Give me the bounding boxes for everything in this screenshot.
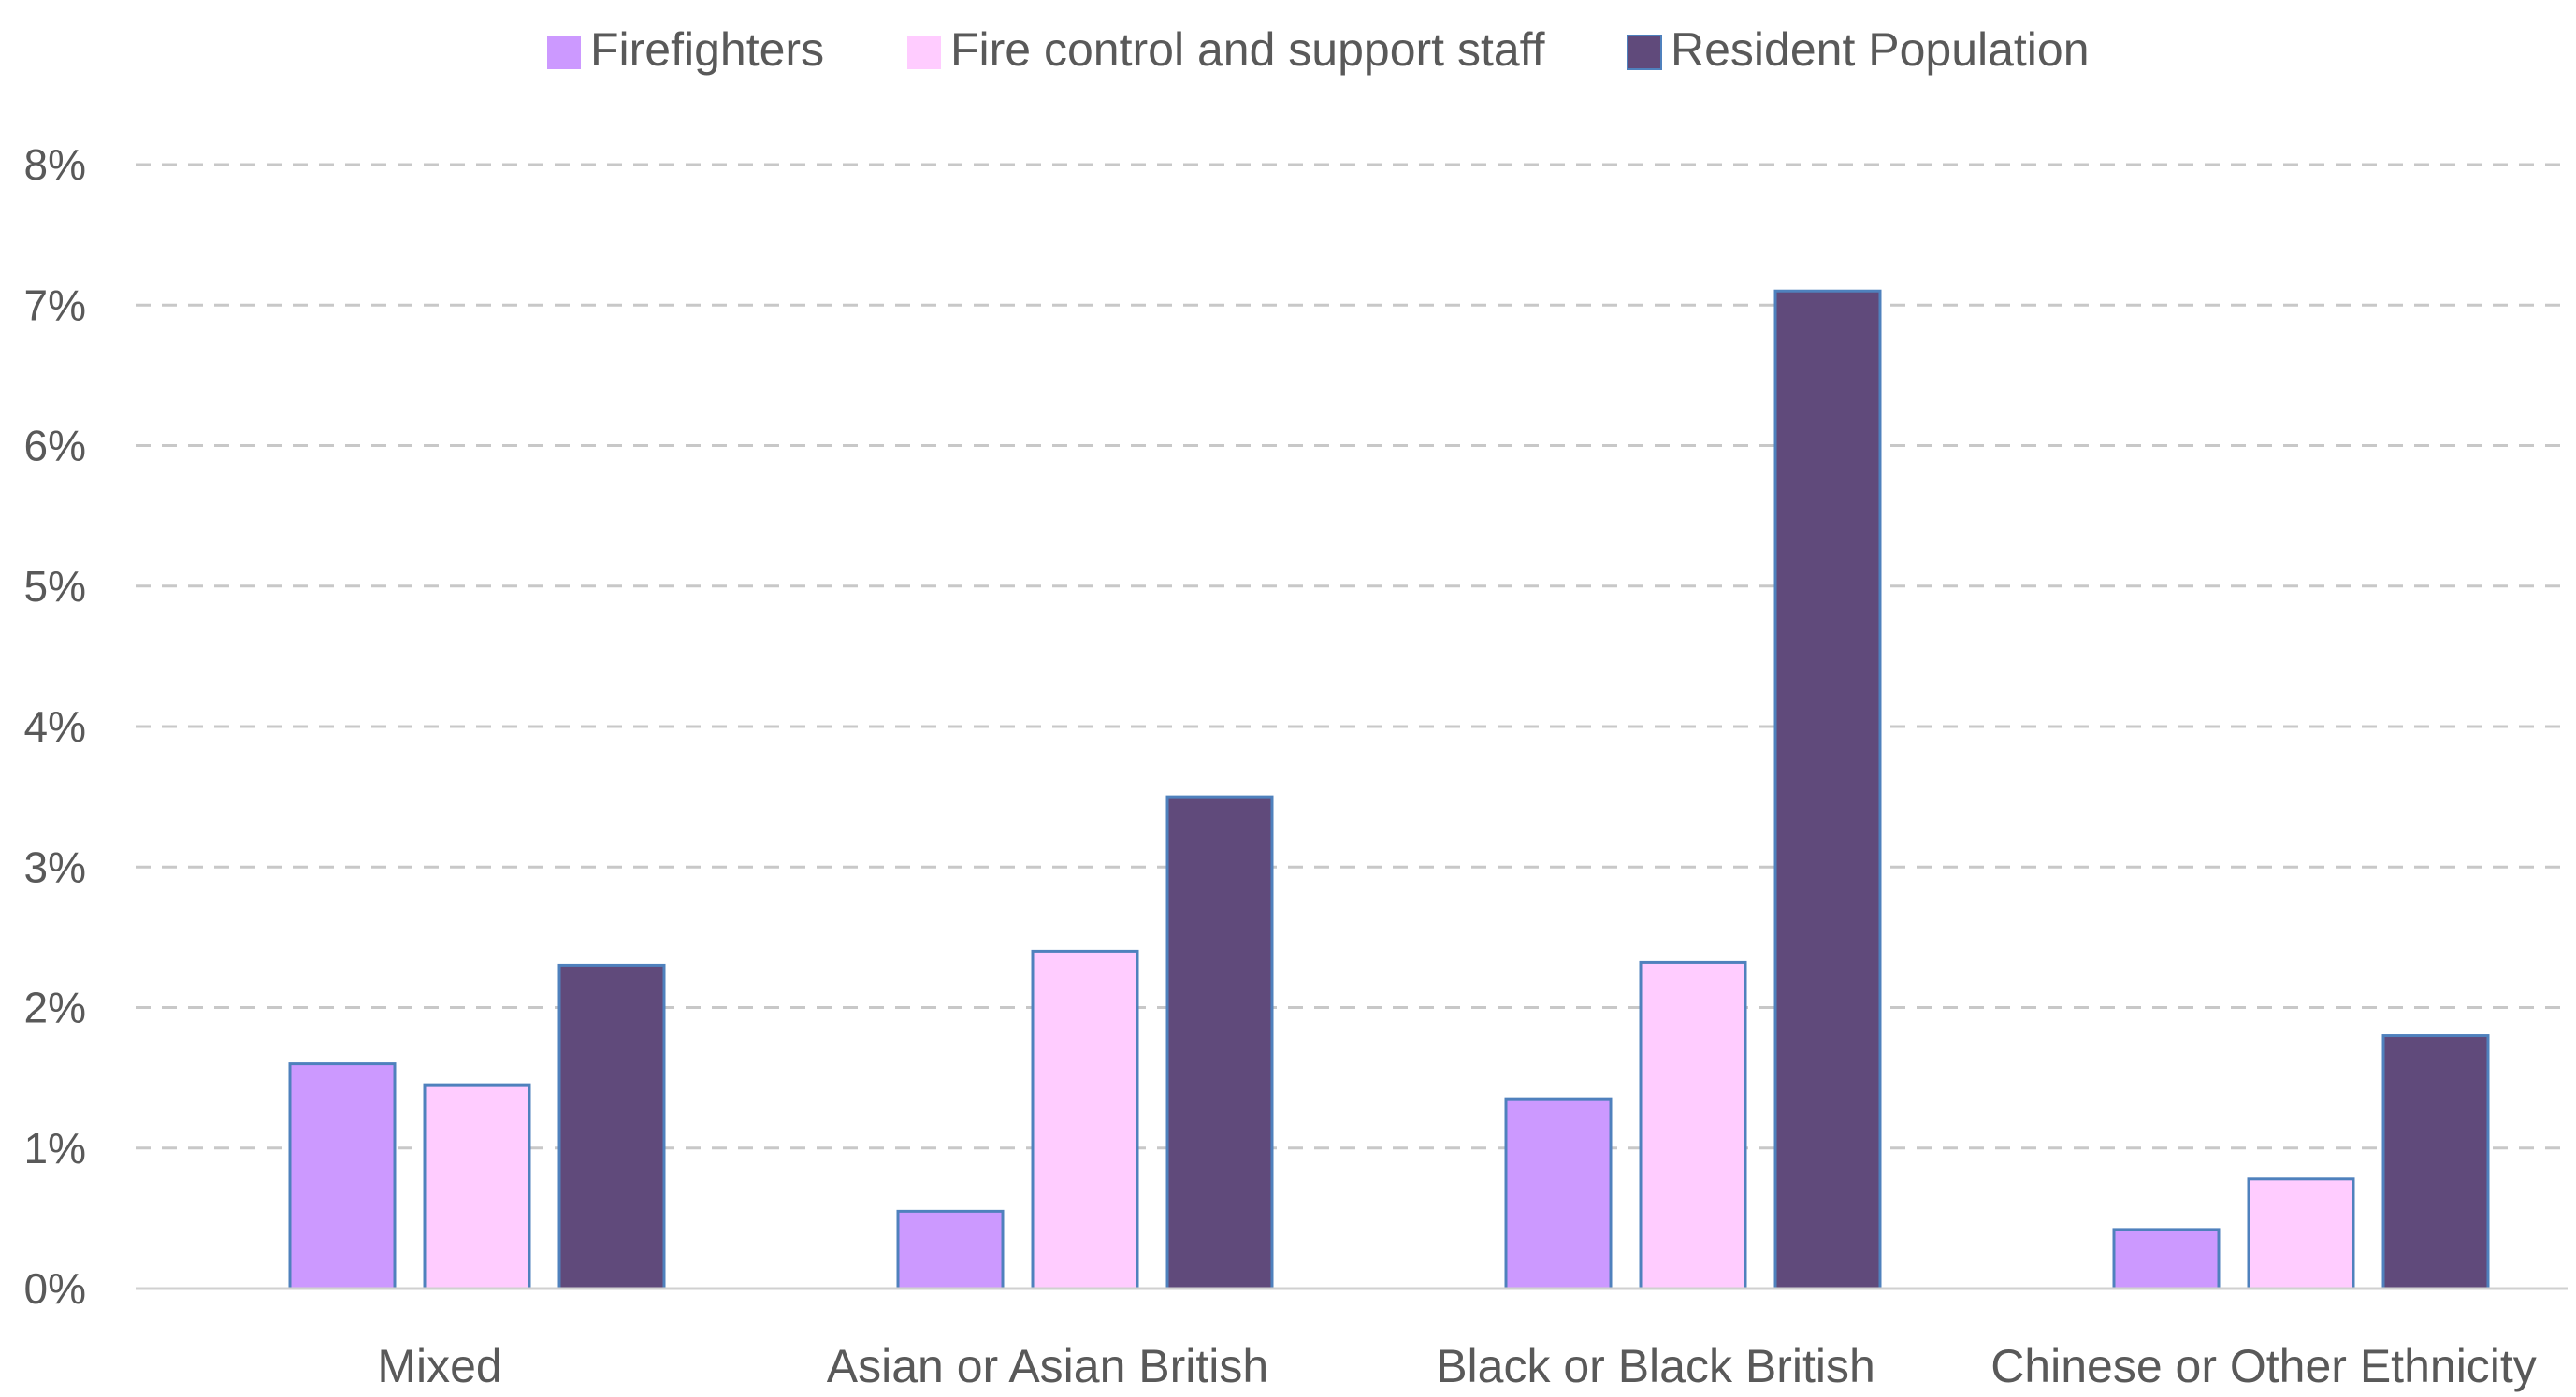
- y-tick-label: 1%: [24, 1124, 86, 1173]
- bar: [1165, 795, 1274, 1290]
- y-tick-label: 8%: [24, 140, 86, 189]
- legend-label: Fire control and support staff: [950, 23, 1545, 76]
- y-tick-label: 2%: [24, 984, 86, 1032]
- bar: [896, 1209, 1005, 1290]
- y-tick-label: 4%: [24, 702, 86, 751]
- x-category-label: Mixed: [377, 1340, 501, 1392]
- y-tick-label: 6%: [24, 422, 86, 470]
- legend-swatch: [907, 36, 941, 69]
- bar: [557, 963, 666, 1290]
- bars: [288, 289, 2490, 1290]
- legend-swatch: [1627, 35, 1662, 70]
- y-tick-label: 5%: [24, 562, 86, 611]
- bar: [288, 1062, 397, 1290]
- y-tick-label: 7%: [24, 281, 86, 329]
- x-category-label: Asian or Asian British: [827, 1340, 1268, 1392]
- y-axis-ticks: 0% 1% 2% 3% 4% 5% 6% 7% 8%: [24, 140, 86, 1313]
- bar: [1639, 960, 1747, 1290]
- x-category-label: Black or Black British: [1436, 1340, 1875, 1392]
- bar: [2112, 1228, 2221, 1290]
- y-tick-label: 0%: [24, 1264, 86, 1313]
- bar: [2247, 1177, 2355, 1290]
- bar: [2381, 1034, 2490, 1290]
- gridlines: [136, 163, 2568, 1150]
- bar: [1773, 289, 1882, 1290]
- bar: [1031, 949, 1139, 1290]
- legend: Firefighters Fire control and support sta…: [547, 23, 2090, 76]
- x-category-label: Chinese or Other Ethnicity: [1990, 1340, 2537, 1392]
- legend-swatch: [547, 36, 581, 69]
- legend-label: Resident Population: [1671, 23, 2090, 76]
- legend-label: Firefighters: [590, 23, 824, 76]
- bar: [423, 1083, 531, 1290]
- category-labels: Mixed Asian or Asian British Black or Blac…: [377, 1340, 2536, 1392]
- bar: [1504, 1097, 1613, 1290]
- y-tick-label: 3%: [24, 843, 86, 891]
